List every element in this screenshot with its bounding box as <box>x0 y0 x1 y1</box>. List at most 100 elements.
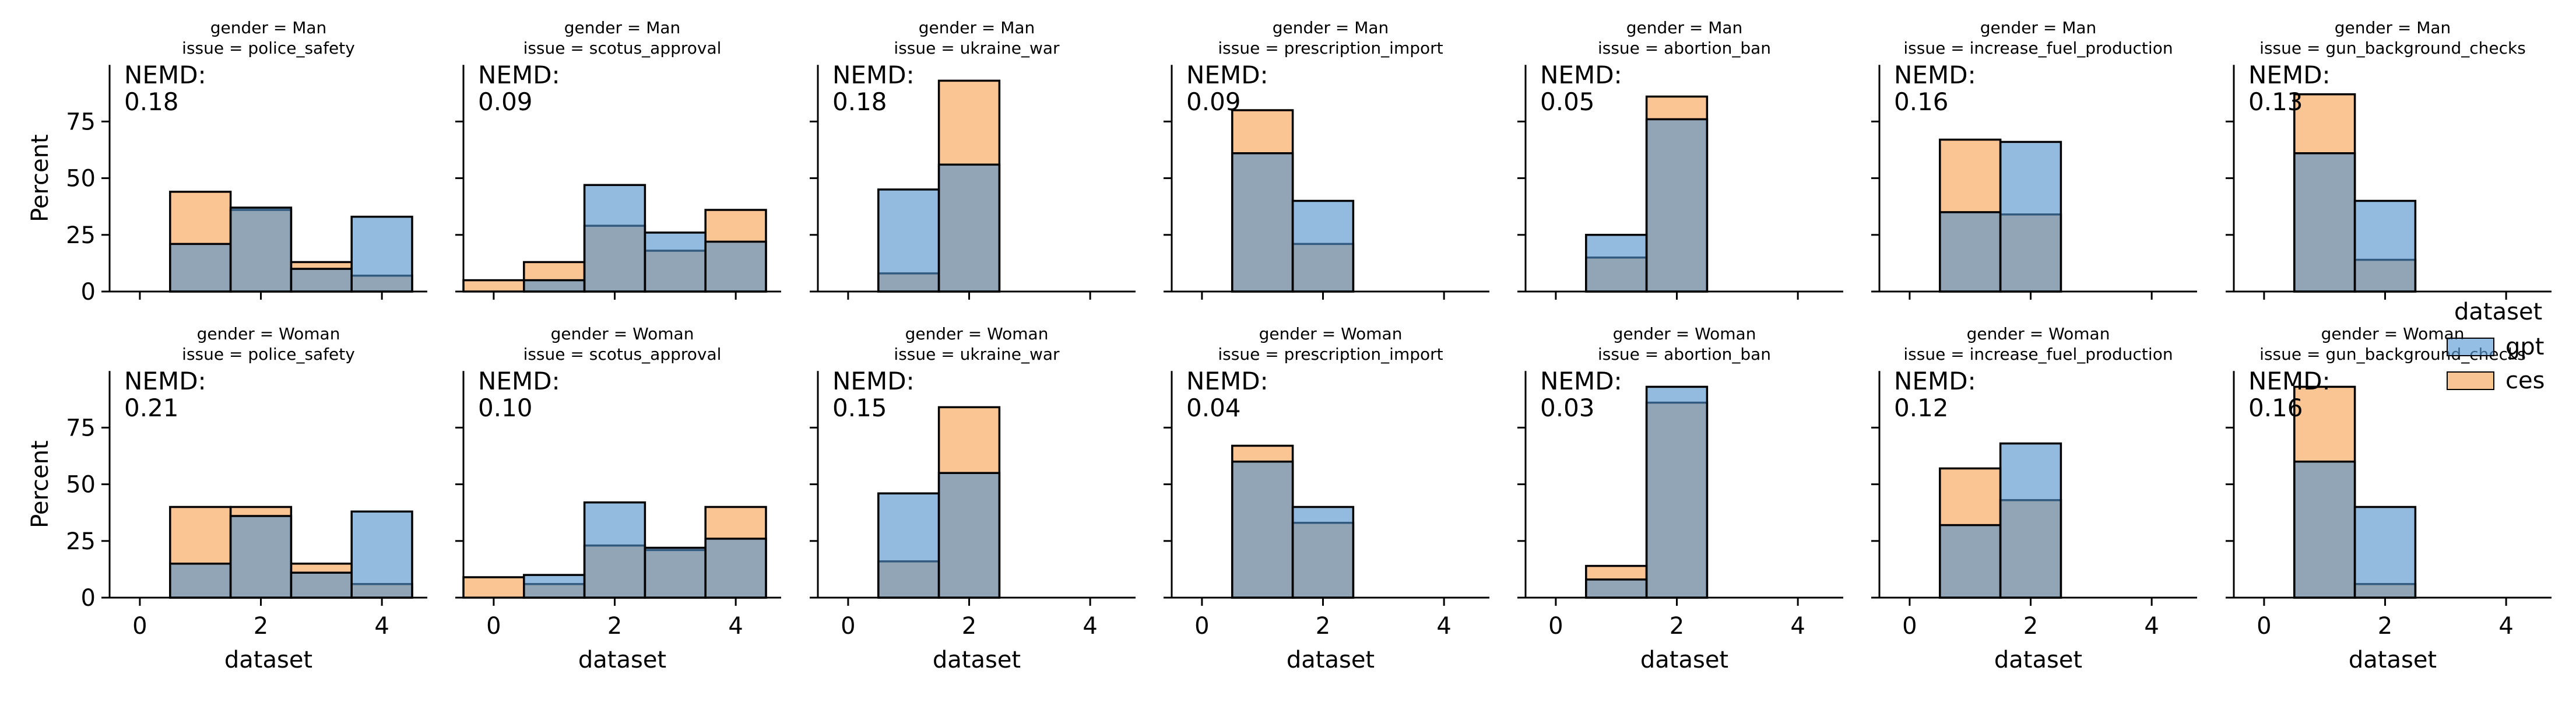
bar-gpt <box>169 243 232 293</box>
bar-gpt <box>2353 199 2417 293</box>
x-tick-label: 2 <box>607 613 622 640</box>
legend-swatch-gpt <box>2447 338 2494 356</box>
x-axis-title: dataset <box>578 647 666 673</box>
panel-title-issue: issue = ukraine_war <box>894 38 1060 58</box>
x-tick-label: 0 <box>486 613 501 640</box>
x-tick-label: 4 <box>374 613 389 640</box>
y-axis-title: Percent <box>27 134 54 222</box>
panel-title-gender: gender = Man <box>919 18 1035 37</box>
y-axis-title: Percent <box>27 440 54 528</box>
panel-title-issue: issue = scotus_approval <box>523 345 722 364</box>
x-tick-label: 0 <box>1194 613 1209 640</box>
y-tick-label: 50 <box>66 166 96 192</box>
panel-title-gender: gender = Woman <box>905 324 1049 343</box>
x-axis-title: dataset <box>224 647 312 673</box>
nemd-value: 0.10 <box>478 394 533 422</box>
bar-gpt <box>583 184 646 293</box>
legend-label-gpt: gpt <box>2505 334 2544 360</box>
bar-gpt <box>583 501 646 599</box>
x-tick-label: 2 <box>1316 613 1330 640</box>
nemd-label: NEMD: <box>124 61 206 89</box>
nemd-label: NEMD: <box>478 61 560 89</box>
panel-title-issue: issue = scotus_approval <box>523 38 722 58</box>
x-tick-label: 4 <box>728 613 743 640</box>
bar-gpt <box>290 571 353 599</box>
nemd-label: NEMD: <box>1540 367 1622 395</box>
panel-title-gender: gender = Woman <box>2321 324 2465 343</box>
panel-title-gender: gender = Woman <box>197 324 340 343</box>
panel-title-issue: issue = abortion_ban <box>1598 345 1771 364</box>
bar-gpt <box>169 562 232 599</box>
x-tick-label: 2 <box>254 613 268 640</box>
panel-title-gender: gender = Woman <box>1259 324 1403 343</box>
bar-ces <box>462 576 525 599</box>
bar-gpt <box>290 268 353 293</box>
panel-title-gender: gender = Man <box>2335 18 2451 37</box>
panel-title-gender: gender = Woman <box>1967 324 2110 343</box>
bar-gpt <box>2293 460 2356 599</box>
x-tick-label: 0 <box>2257 613 2271 640</box>
nemd-value: 0.04 <box>1186 394 1241 422</box>
panel-title-issue: issue = police_safety <box>182 345 355 364</box>
y-tick-label: 25 <box>66 528 96 555</box>
x-axis-title: dataset <box>1640 647 1728 673</box>
nemd-value: 0.09 <box>1186 87 1241 116</box>
bar-gpt <box>1939 211 2002 293</box>
panel-title-issue: issue = ukraine_war <box>894 345 1060 364</box>
bar-gpt <box>877 188 940 293</box>
x-tick-label: 0 <box>1902 613 1917 640</box>
nemd-label: NEMD: <box>1186 61 1268 89</box>
nemd-label: NEMD: <box>2248 61 2331 89</box>
bar-gpt <box>1645 118 1709 293</box>
nemd-label: NEMD: <box>124 367 206 395</box>
nemd-value: 0.15 <box>832 394 887 422</box>
panel-title-issue: issue = prescription_import <box>1218 38 1443 58</box>
bar-gpt <box>350 215 413 293</box>
bar-gpt <box>350 510 413 599</box>
x-axis-title: dataset <box>1994 647 2082 673</box>
panel-title-issue: issue = abortion_ban <box>1598 38 1771 58</box>
nemd-value: 0.05 <box>1540 87 1595 116</box>
bar-gpt <box>1585 234 1648 293</box>
panel-title-issue: issue = increase_fuel_production <box>1903 38 2173 58</box>
nemd-value: 0.16 <box>1894 87 1949 116</box>
x-tick-label: 4 <box>1790 613 1805 640</box>
nemd-label: NEMD: <box>1894 61 1976 89</box>
x-axis-title: dataset <box>2349 647 2437 673</box>
panel-title-gender: gender = Man <box>1626 18 1743 37</box>
x-tick-label: 0 <box>1548 613 1563 640</box>
legend-label-ces: ces <box>2505 367 2545 394</box>
bar-ces <box>462 279 525 293</box>
x-axis-title: dataset <box>933 647 1021 673</box>
nemd-label: NEMD: <box>1894 367 1976 395</box>
bar-gpt <box>523 279 586 293</box>
bar-gpt <box>1999 442 2062 599</box>
nemd-label: NEMD: <box>832 367 915 395</box>
panel-title-gender: gender = Man <box>1273 18 1389 37</box>
y-tick-label: 75 <box>66 108 96 135</box>
nemd-value: 0.03 <box>1540 394 1595 422</box>
nemd-value: 0.18 <box>124 87 179 116</box>
panel-title-gender: gender = Woman <box>1613 324 1756 343</box>
x-tick-label: 4 <box>1083 613 1097 640</box>
x-tick-label: 2 <box>2023 613 2038 640</box>
bar-gpt <box>229 206 293 293</box>
x-tick-label: 4 <box>1436 613 1451 640</box>
x-tick-label: 0 <box>132 613 147 640</box>
nemd-label: NEMD: <box>1186 367 1268 395</box>
legend-swatch-ces <box>2447 371 2494 390</box>
bar-gpt <box>1291 506 1355 599</box>
bar-gpt <box>937 472 1001 599</box>
bar-gpt <box>704 240 767 293</box>
bar-gpt <box>644 231 707 293</box>
bar-gpt <box>1999 141 2062 293</box>
bar-gpt <box>1585 578 1648 599</box>
y-tick-label: 75 <box>66 415 96 441</box>
bar-gpt <box>1291 199 1355 293</box>
nemd-value: 0.09 <box>478 87 533 116</box>
panel-title-gender: gender = Man <box>564 18 681 37</box>
nemd-value: 0.18 <box>832 87 887 116</box>
panel-title-gender: gender = Woman <box>551 324 694 343</box>
